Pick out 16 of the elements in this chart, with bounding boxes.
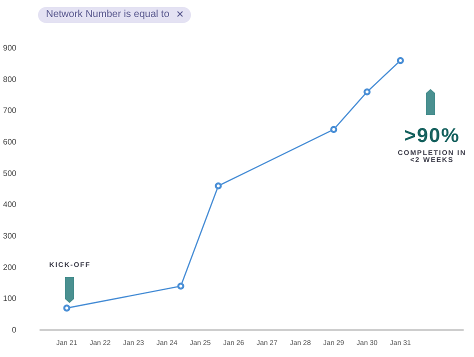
y-tick-label: 300 [2,232,17,240]
y-tick-label: 700 [2,106,17,116]
y-tick-label: 800 [2,74,17,84]
y-tick-label: 500 [2,168,17,178]
y-tick-label: 400 [2,200,17,210]
text: Network Number is equal to [38,7,192,23]
annotation: >90% [403,125,461,148]
y-tick-label: 200 [2,262,17,272]
y-tick-label: 100 [2,294,17,304]
y-tick-label: 600 [2,138,17,146]
point [63,304,70,312]
y-tick-label: 900 [2,44,17,52]
point [330,126,338,133]
point [396,57,404,64]
y-tick-label: 0 [12,326,17,334]
point [364,88,371,96]
